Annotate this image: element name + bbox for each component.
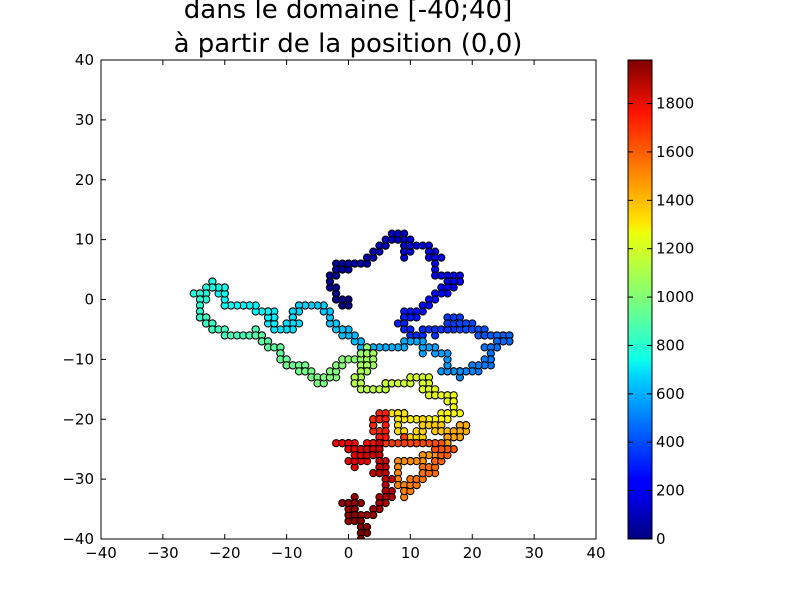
x-tick-label: 20 — [463, 544, 482, 562]
colorbar-tick-label: 400 — [656, 433, 685, 451]
colorbar-tick-label: 1800 — [656, 95, 694, 113]
colorbar-tick-label: 1000 — [656, 288, 694, 306]
x-tick-label: −30 — [147, 544, 179, 562]
y-tick-label: −20 — [62, 410, 94, 428]
chart-title: dans le domaine [-40;40] à partir de la … — [174, 0, 523, 59]
x-tick-label: 0 — [344, 544, 354, 562]
colorbar-tick-label: 200 — [656, 482, 685, 500]
scatter-points — [189, 229, 514, 539]
scatter-point — [356, 534, 365, 539]
y-tick-label: 20 — [75, 171, 94, 189]
colorbar-tick-label: 1400 — [656, 191, 694, 209]
y-tick-label: 0 — [84, 291, 94, 309]
x-tick-label: 30 — [525, 544, 544, 562]
colorbar-tick-label: 800 — [656, 336, 685, 354]
y-tick-label: 10 — [75, 231, 94, 249]
colorbar-tick-label: 1600 — [656, 143, 694, 161]
colorbar: 0 200 400 600 800 1000 1200 1400 1600 1800 — [627, 59, 694, 548]
x-tick-label: −10 — [271, 544, 303, 562]
colorbar-tick-label: 1200 — [656, 240, 694, 258]
y-tick-label: 40 — [75, 51, 94, 69]
x-tick-label: 40 — [586, 544, 605, 562]
y-tick-label: −30 — [62, 470, 94, 488]
y-axis: −40 −30 −20 −10 0 10 20 30 40 — [62, 51, 596, 548]
y-tick-label: 30 — [75, 111, 94, 129]
x-tick-label: −40 — [85, 544, 117, 562]
y-tick-label: −10 — [62, 350, 94, 368]
x-tick-label: −20 — [209, 544, 241, 562]
chart-title-line-1: dans le domaine [-40;40] — [184, 0, 512, 25]
chart-title-line-2: à partir de la position (0,0) — [174, 29, 523, 59]
colorbar-tick-label: 0 — [656, 530, 666, 548]
colorbar-gradient — [627, 59, 653, 540]
colorbar-ticks: 0 200 400 600 800 1000 1200 1400 1600 1800 — [628, 95, 694, 548]
colorbar-tick-label: 600 — [656, 385, 685, 403]
x-tick-label: 10 — [401, 544, 420, 562]
x-axis: −40 −30 −20 −10 0 10 20 30 40 — [85, 60, 606, 562]
y-tick-label: −40 — [62, 530, 94, 548]
